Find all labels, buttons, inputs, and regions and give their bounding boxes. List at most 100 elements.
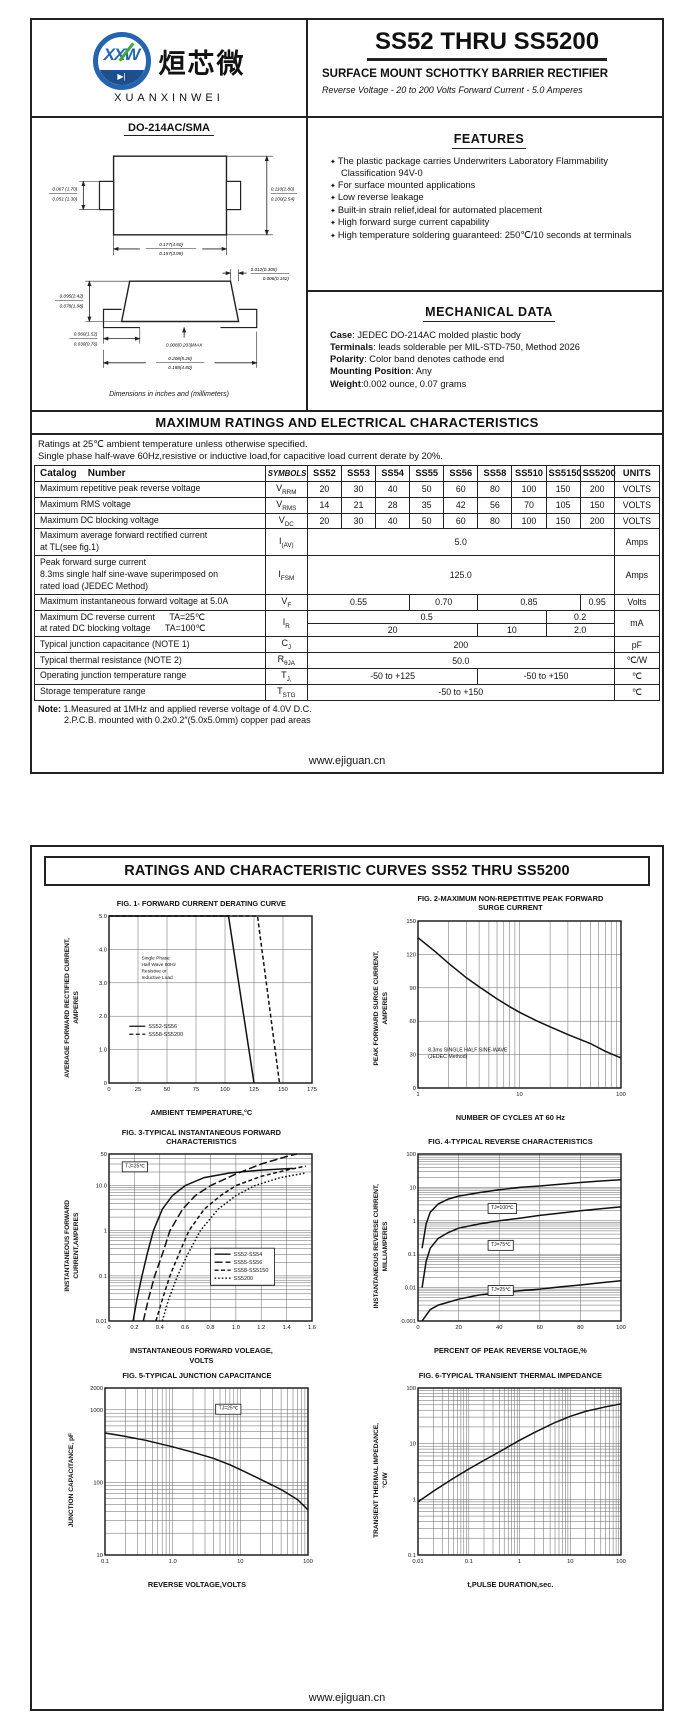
value-cell: 21 <box>340 496 377 514</box>
column-header: SS5200 <box>579 464 616 482</box>
svg-text:0.100(2.54): 0.100(2.54) <box>271 197 295 202</box>
svg-text:0.060(1.52): 0.060(1.52) <box>74 332 98 337</box>
value-cell: 200 <box>579 481 615 498</box>
figure-1-xlabel: AMBIENT TEMPERATURE,°C <box>150 1107 253 1117</box>
ratings-conditions: Ratings at 25℃ ambient temperature unles… <box>32 435 662 465</box>
value-cell: 40 <box>375 512 411 530</box>
svg-text:Resistive or: Resistive or <box>142 968 167 974</box>
value-cell: 105 <box>545 496 581 514</box>
svg-text:100: 100 <box>407 1386 417 1392</box>
svg-text:1.0: 1.0 <box>169 1559 177 1565</box>
features-section: FEATURES The plastic package carries Und… <box>308 118 662 290</box>
svg-text:10: 10 <box>567 1559 573 1565</box>
value-cell: 30 <box>340 512 377 530</box>
symbol-cell: IR <box>264 609 308 638</box>
svg-text:175: 175 <box>308 1087 318 1093</box>
svg-text:0.01: 0.01 <box>96 1319 107 1325</box>
figure-5-title: FIG. 5-TYPICAL JUNCTION CAPACITANCE <box>122 1370 272 1380</box>
unit-cell: pF <box>613 636 661 654</box>
figure-3-ylabel: INSTANTANEOUS FORWARD CURRENT,AMPERES <box>63 1200 80 1293</box>
symbol-cell: TSTG <box>264 683 308 701</box>
package-and-features: DO-214AC/SMA 0.110(2.80) 0.100(2.54) <box>32 118 662 410</box>
unit-cell: ℃/W <box>613 652 661 669</box>
note-lines: 1.Measured at 1MHz and applied reverse v… <box>38 704 312 726</box>
figure-4: INSTANTANEOUS REVERSE CURRENT, MILLIAMPE… <box>347 1128 656 1365</box>
svg-text:1000: 1000 <box>90 1408 103 1414</box>
svg-text:0.208(5.28): 0.208(5.28) <box>168 356 192 361</box>
svg-text:150: 150 <box>279 1087 289 1093</box>
svg-text:0.01: 0.01 <box>405 1286 416 1292</box>
column-header: SS55 <box>409 464 445 482</box>
value-cell: 150 <box>545 481 581 498</box>
feature-item: Low reverse leakage <box>330 192 648 204</box>
figure-4-title: FIG. 4-TYPICAL REVERSE CHARACTERISTICS <box>428 1137 593 1146</box>
mechanical-line: Case: JEDEC DO-214AC molded plastic body <box>330 329 521 340</box>
figure-2-plot: 1 10 100 0 30 60 90 120 150 8.3ms SINGLE HALF SIN… <box>390 914 630 1112</box>
symbol-cell: VDC <box>264 512 308 530</box>
column-header: SS52 <box>306 464 342 482</box>
unit-cell: VOLTS <box>613 512 661 530</box>
figure-1-plot: 0 25 50 75 100 125 150 175 0 1.0 2.0 3.0 4.0 5.0 SS52-… <box>81 909 321 1107</box>
svg-text:0.1: 0.1 <box>408 1252 416 1258</box>
svg-text:1: 1 <box>413 1219 416 1225</box>
title-block: SS52 THRU SS5200 SURFACE MOUNT SCHOTTKY … <box>308 20 662 116</box>
svg-text:1.0: 1.0 <box>99 1047 107 1053</box>
svg-text:0.078(1.98): 0.078(1.98) <box>60 303 84 308</box>
svg-text:120: 120 <box>407 952 417 958</box>
mechanical-list: Case: JEDEC DO-214AC molded plastic body… <box>330 329 648 390</box>
svg-text:0.012(0.305): 0.012(0.305) <box>251 267 278 272</box>
package-outline-drawing: 0.110(2.80) 0.100(2.54) 0.067 (1.70) 0.0… <box>49 155 298 371</box>
svg-text:SS58-SS5150: SS58-SS5150 <box>234 1268 269 1274</box>
svg-text:4.0: 4.0 <box>99 947 107 953</box>
svg-text:0.006(0.152): 0.006(0.152) <box>263 276 290 281</box>
parameter-cell: Operating junction temperature range <box>34 667 266 685</box>
svg-text:0.6: 0.6 <box>181 1325 189 1331</box>
value-cell: 42 <box>443 496 479 514</box>
logo-mark: XXW ▶| <box>92 32 151 90</box>
unit-cell: Volts <box>613 593 661 611</box>
svg-text:0.030(0.76): 0.030(0.76) <box>74 342 98 347</box>
svg-text:SS52-SS54: SS52-SS54 <box>234 1252 263 1258</box>
column-header: SS53 <box>340 464 377 482</box>
svg-text:10.0: 10.0 <box>96 1184 107 1190</box>
feature-item: High temperature soldering guaranteed: 2… <box>330 230 648 242</box>
value-cell: 100 <box>511 481 547 498</box>
svg-text:Inductive Load: Inductive Load <box>142 975 174 981</box>
value-cell: 200 <box>306 636 615 654</box>
logo: XXW ▶| 烜芯微 XUANXINWEI <box>32 20 308 116</box>
ratings-table: Catalog Number SYMBOLS SS52 SS53 SS54 SS55 SS5… <box>34 464 661 701</box>
unit-cell: mA <box>613 609 661 638</box>
svg-text:100: 100 <box>617 1092 627 1098</box>
svg-text:TJ=25℃: TJ=25℃ <box>219 1406 239 1412</box>
ratings-condition-2: Single phase half-wave 60Hz,resistive or… <box>38 449 443 461</box>
value-cell: 35 <box>409 496 445 514</box>
svg-text:80: 80 <box>578 1325 584 1331</box>
value-cell: 14 <box>306 496 342 514</box>
symbol-cell: IFSM <box>264 555 308 595</box>
svg-text:50: 50 <box>101 1152 107 1158</box>
svg-text:0.188(4.80): 0.188(4.80) <box>168 365 192 370</box>
unit-cell: Amps <box>613 528 661 557</box>
symbol-cell: TJ, <box>264 667 308 685</box>
svg-text:100: 100 <box>407 1152 417 1158</box>
svg-text:TJ=25℃: TJ=25℃ <box>491 1287 511 1293</box>
mechanical-line: Weight:0.002 ounce, 0.07 grams <box>330 378 467 389</box>
svg-text:3.0: 3.0 <box>99 981 107 987</box>
svg-text:60: 60 <box>410 1019 416 1025</box>
svg-text:TJ=100℃: TJ=100℃ <box>491 1205 514 1211</box>
svg-text:0.1: 0.1 <box>99 1274 107 1280</box>
figure-1-title: FIG. 1- FORWARD CURRENT DERATING CURVE <box>116 898 286 908</box>
svg-text:Single Phase: Single Phase <box>142 955 171 961</box>
svg-text:0.1: 0.1 <box>408 1553 416 1559</box>
svg-text:100: 100 <box>303 1559 313 1565</box>
svg-text:8.3ms SINGLE HALF SINE-WAVE: 8.3ms SINGLE HALF SINE-WAVE <box>429 1047 509 1053</box>
package-caption: Dimensions in inches and (millimeters) <box>109 391 229 398</box>
logo-chinese-name: 烜芯微 <box>158 48 246 79</box>
svg-text:0: 0 <box>417 1325 420 1331</box>
figure-3-xlabel: INSTANTANEOUS FORWARD VOLEAGE, VOLTS <box>129 1346 273 1365</box>
svg-text:100: 100 <box>617 1325 627 1331</box>
figure-5-plot: 0.1 1.0 10 100 2000 1000 100 10 TJ=25℃ <box>77 1381 317 1579</box>
parameter-cell: Maximum repetitive peak reverse voltage <box>34 481 266 498</box>
datasheet-page-1: XXW ▶| 烜芯微 XUANXINWEI SS52 THRU SS5200 S… <box>30 18 664 774</box>
figure-6-plot: 0.01 0.1 1 10 100 100 10 1 0.1 <box>390 1381 630 1579</box>
